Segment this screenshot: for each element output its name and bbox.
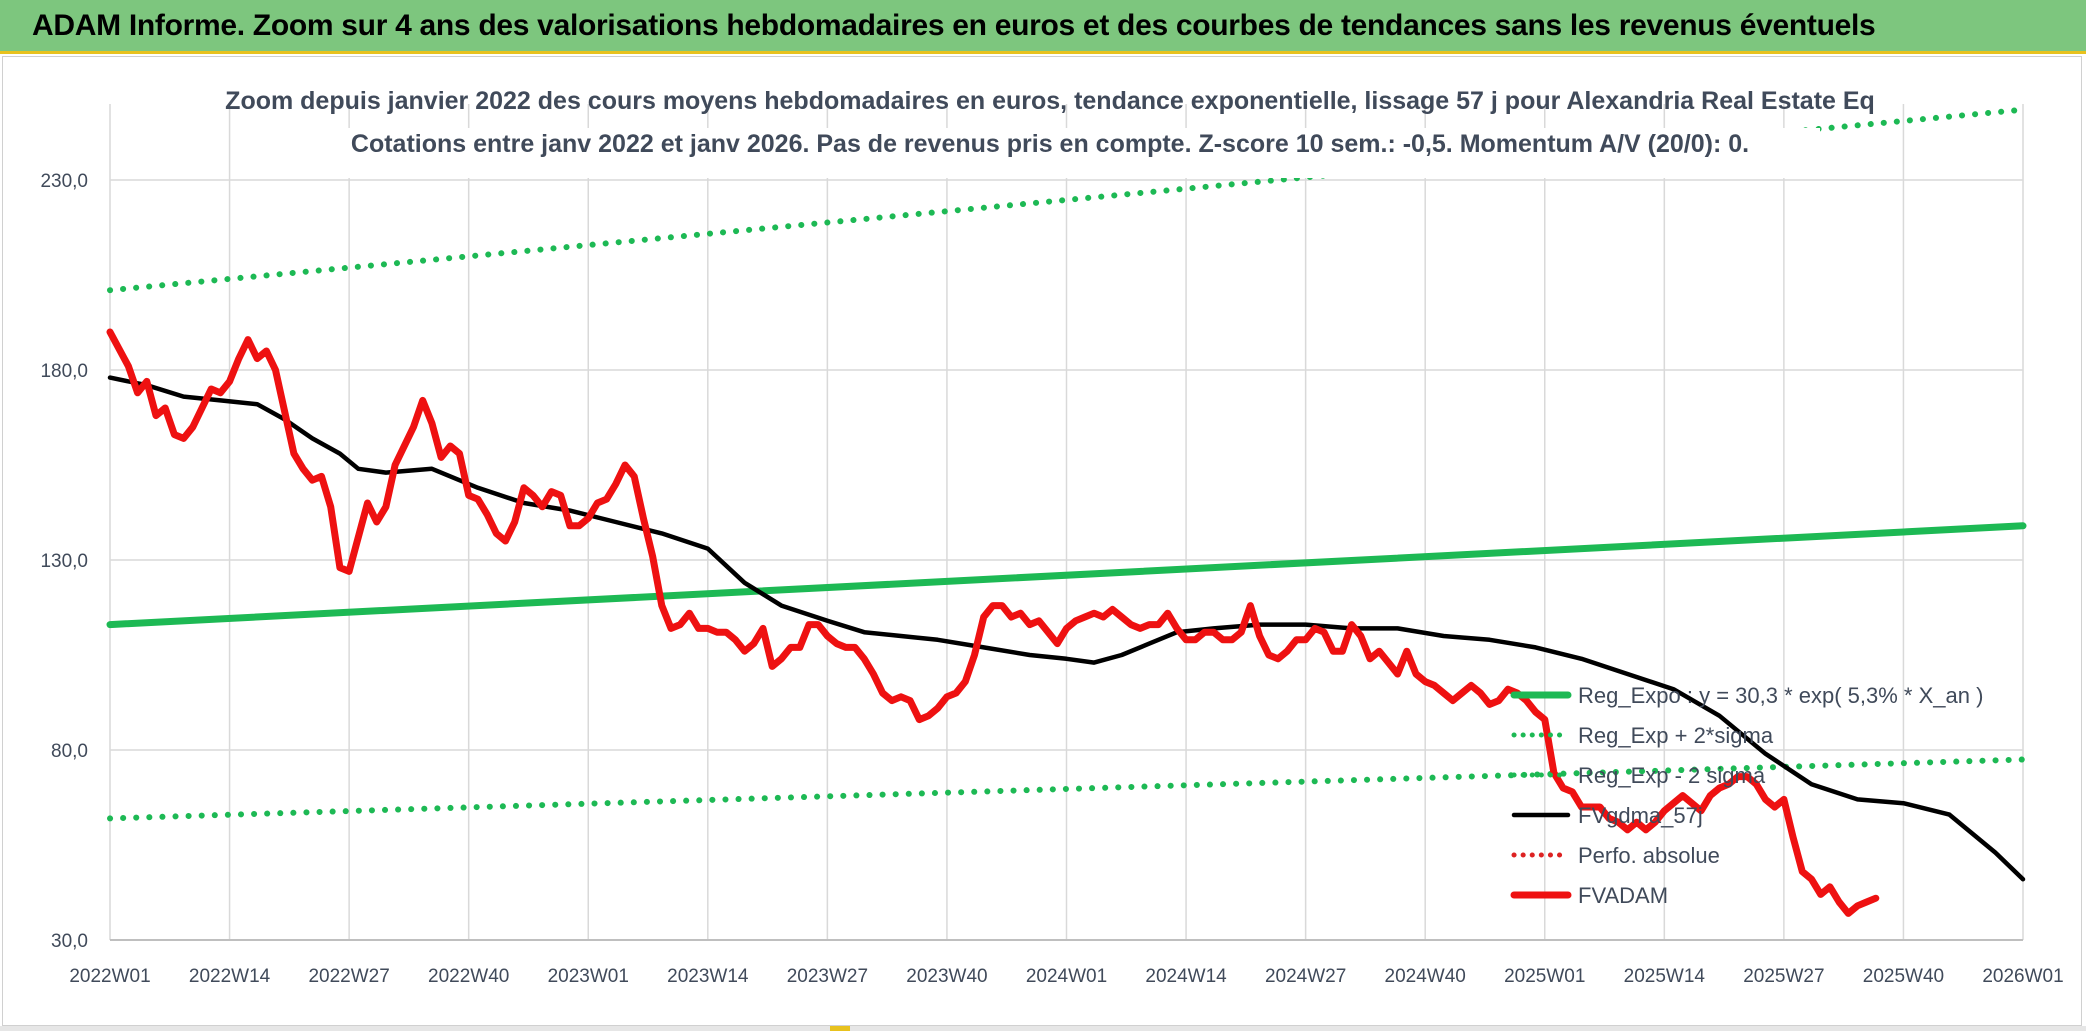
- legend: Reg_Expo : y = 30,3 * exp( 5,3% * X_an )…: [1510, 683, 1983, 908]
- y-tick-label: 80,0: [51, 741, 88, 762]
- x-tick-label: 2022W14: [189, 966, 271, 987]
- x-tick-label: 2022W01: [69, 966, 150, 987]
- x-tick-label: 2024W27: [1265, 966, 1346, 987]
- x-tick-label: 2026W01: [1982, 966, 2063, 987]
- x-tick-label: 2025W01: [1504, 966, 1585, 987]
- report-banner: ADAM Informe. Zoom sur 4 ans des valoris…: [0, 0, 2086, 54]
- bottom-marker: [830, 1026, 850, 1031]
- x-tick-label: 2022W40: [428, 966, 509, 987]
- x-tick-label: 2023W40: [906, 966, 987, 987]
- x-axis: 2022W01 2022W14 2022W27 2022W40 2023W01 2023W…: [69, 966, 2063, 987]
- y-tick-label: 130,0: [40, 551, 88, 572]
- chart-title: Zoom depuis janvier 2022 des cours moyen…: [225, 87, 1875, 115]
- y-tick-label: 180,0: [40, 361, 88, 382]
- fvadam-line: [106, 328, 1880, 917]
- x-tick-label: 2023W27: [787, 966, 868, 987]
- x-tick-label: 2022W27: [308, 966, 389, 987]
- x-tick-label: 2023W14: [667, 966, 749, 987]
- bottom-strip: [0, 1026, 2086, 1031]
- legend-label: Reg_Exp + 2*sigma: [1578, 723, 1774, 748]
- x-tick-label: 2024W14: [1145, 966, 1227, 987]
- fvgdma-57j-line: [107, 375, 2026, 882]
- y-axis: 30,0 80,0 130,0 180,0 230,0: [40, 171, 88, 952]
- y-tick-label: 230,0: [40, 171, 88, 192]
- legend-label: Perfo. absolue: [1578, 843, 1720, 868]
- legend-label: FVgdma_57j: [1578, 803, 1703, 828]
- legend-label: Reg_Expo : y = 30,3 * exp( 5,3% * X_an ): [1578, 683, 1983, 708]
- x-tick-label: 2025W40: [1863, 966, 1944, 987]
- x-tick-label: 2025W27: [1743, 966, 1824, 987]
- x-tick-label: 2025W14: [1624, 966, 1706, 987]
- grid-lines: [109, 104, 2024, 941]
- legend-label: Reg_Exp - 2 sigma: [1578, 763, 1766, 788]
- x-tick-label: 2024W01: [1026, 966, 1107, 987]
- reg-expo-line: [106, 522, 2027, 629]
- chart-frame: [2, 56, 2082, 1026]
- chart-subtitle: Cotations entre janv 2022 et janv 2026. …: [351, 130, 1749, 158]
- reg-exp-minus-2sigma-line: [107, 756, 2026, 822]
- legend-label: FVADAM: [1578, 883, 1668, 908]
- x-tick-label: 2024W40: [1385, 966, 1466, 987]
- x-tick-label: 2023W01: [548, 966, 629, 987]
- y-tick-label: 30,0: [51, 931, 88, 952]
- title-backdrop: [300, 128, 1820, 178]
- banner-title: ADAM Informe. Zoom sur 4 ans des valoris…: [32, 9, 1876, 42]
